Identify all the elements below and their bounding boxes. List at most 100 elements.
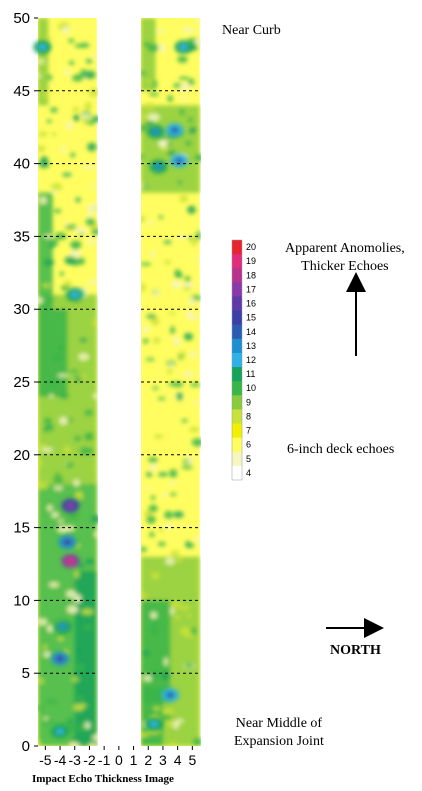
strip-left-speckle (81, 113, 91, 119)
strip-left-speckle (46, 119, 52, 124)
y-tick-label-30: 30 (13, 301, 30, 318)
strip-right-speckle (184, 276, 191, 283)
colorbar-cell-12 (232, 352, 242, 368)
strip-right-speckle (195, 231, 201, 241)
strip-left-speckle (67, 724, 77, 734)
strip-left-speckle (70, 240, 82, 249)
strip-left-speckle (75, 664, 86, 671)
strip-left-speckle (70, 737, 77, 741)
strip-right-speckle (158, 215, 163, 219)
strip-left-speckle (39, 196, 47, 205)
dashed-gridlines (38, 90, 200, 674)
colorbar-cell-15 (232, 310, 242, 326)
strip-right-speckle (142, 184, 149, 188)
expansion-note-line1: Near Middle of (235, 716, 323, 731)
hotspot (151, 128, 160, 135)
strip-right-speckle (179, 195, 189, 203)
strip-right-speckle (181, 465, 194, 470)
strip-left-speckle (84, 721, 91, 729)
strip-right-speckle (163, 657, 168, 667)
strip-right-speckle (150, 674, 158, 678)
hotspot (66, 558, 75, 565)
strip-right-speckle (174, 615, 181, 620)
x-tick-label-6: 1 (130, 752, 138, 768)
strip-right-speckle (183, 633, 195, 638)
strip-left-speckle (57, 636, 64, 641)
strip-left-speckle (89, 742, 95, 746)
strip-left-speckle (78, 232, 84, 237)
strip-left-speckle (77, 563, 85, 568)
strip-right-speckle (185, 663, 193, 669)
strip-left-band (38, 192, 53, 310)
strip-left-speckle (94, 532, 98, 537)
strip-right-speckle (141, 546, 148, 553)
strip-right-speckle (143, 102, 155, 111)
colorbar-tick-6: 6 (246, 440, 251, 450)
strip-right-speckle (146, 120, 154, 127)
strip-left-speckle (87, 142, 97, 152)
strip-right-speckle (150, 571, 161, 580)
colorbar-cell-11 (232, 367, 242, 382)
strip-right-speckle (148, 92, 160, 97)
y-tick-label-0: 0 (22, 738, 30, 755)
strip-left-speckle (75, 197, 81, 203)
strip-left-speckle (54, 208, 62, 214)
strip-left-speckle (75, 543, 80, 548)
strip-left-speckle (88, 87, 98, 97)
strip-right-speckle (163, 524, 174, 529)
hotspot (166, 692, 175, 699)
strip-left-speckle (38, 131, 48, 137)
strip-right-speckle (153, 80, 158, 89)
strip-left-speckle (62, 172, 72, 177)
heatmap-strip-right (141, 18, 201, 746)
strip-left-speckle (59, 271, 64, 277)
strip-right-speckle (179, 108, 185, 116)
strip-right-speckle (169, 492, 177, 496)
near-curb-note: Near Curb (222, 23, 281, 38)
strip-right-speckle (177, 180, 182, 185)
strip-right-speckle (141, 283, 146, 292)
strip-left-speckle (43, 417, 52, 425)
x-axis: -5 -4 -3 -2 -1 0 1 2 3 4 5 (39, 746, 196, 768)
strip-right-speckle (150, 250, 155, 258)
anomaly-note-line2: Thicker Echoes (301, 259, 389, 274)
strip-left-speckle (47, 505, 53, 512)
strip-right-speckle (190, 350, 197, 359)
strip-left-speckle (91, 53, 97, 58)
strip-left-speckle (58, 344, 66, 352)
strip-right-speckle (195, 18, 201, 22)
strip-right-speckle (164, 259, 172, 265)
strip-left-speckle (52, 476, 64, 483)
strip-right-speckle (141, 651, 151, 656)
colorbar-tick-4: 4 (246, 468, 251, 478)
strip-right-speckle (169, 362, 174, 368)
strip-right-speckle (141, 732, 150, 737)
colorbar-cell-9 (232, 395, 242, 410)
strip-left-speckle (87, 237, 94, 246)
strip-left-speckle (66, 590, 77, 598)
strip-right-speckle (186, 613, 192, 617)
strip-left-speckle (43, 719, 54, 725)
strip-left-speckle (72, 106, 80, 112)
strip-right-speckle (152, 386, 159, 390)
strip-right-speckle (164, 714, 169, 720)
strip-left-speckle (92, 393, 98, 399)
x-tick-label-4: -1 (98, 752, 111, 768)
strip-right-speckle (158, 528, 165, 532)
strip-right-speckle (164, 510, 174, 519)
hotspot (38, 44, 47, 51)
strip-right-speckle (167, 368, 173, 375)
colorbar-tick-17: 17 (246, 284, 256, 294)
anomaly-note-line1: Apparent Anomolies, (285, 241, 405, 256)
strip-left-speckle (43, 424, 48, 434)
strip-left-speckle (62, 446, 72, 454)
strip-left-speckle (68, 417, 73, 422)
strip-right-speckle (168, 481, 177, 485)
strip-right-speckle (177, 55, 188, 64)
strip-right-speckle (141, 325, 150, 334)
strip-right-speckle (183, 282, 195, 288)
strip-left-speckle (78, 353, 89, 361)
strip-left-speckle (54, 473, 62, 477)
strip-right-speckle (156, 29, 165, 34)
strip-left-speckle (58, 519, 63, 524)
